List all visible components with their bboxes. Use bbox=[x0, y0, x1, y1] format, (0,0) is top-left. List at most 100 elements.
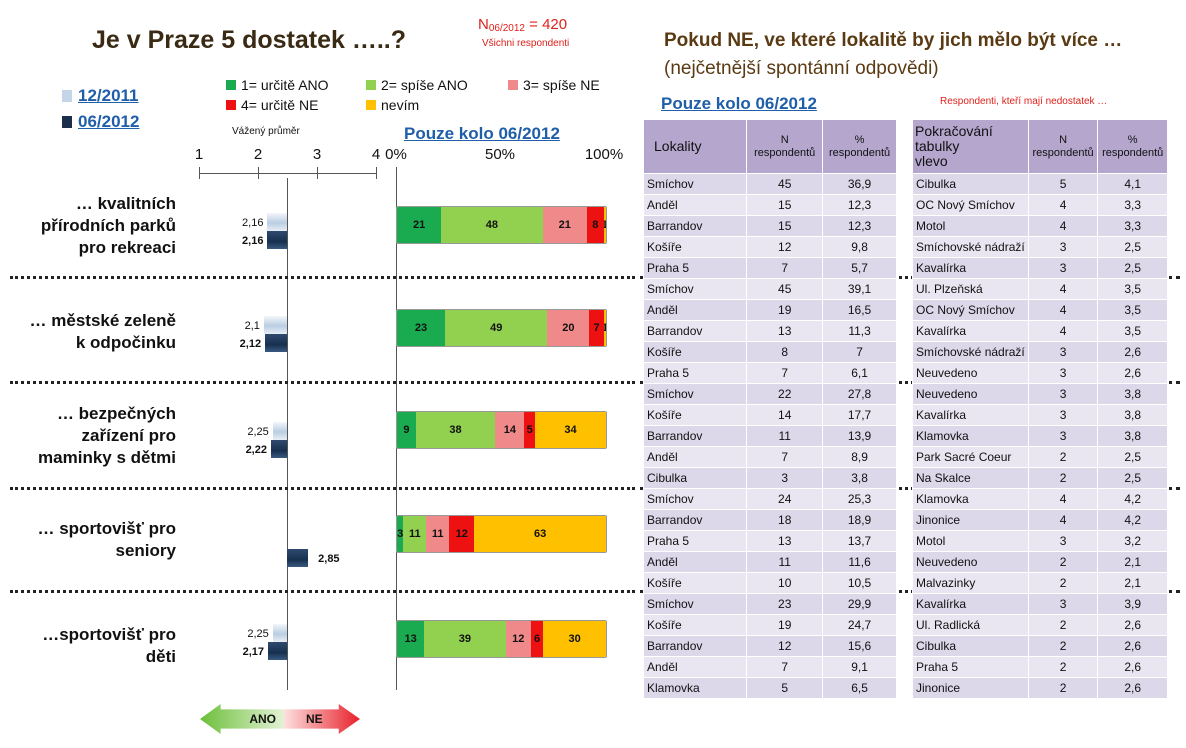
percent-cell: 3,5 bbox=[1097, 320, 1168, 342]
percent-cell: 25,3 bbox=[822, 488, 897, 510]
table-row: Cibulka 2 2,6 bbox=[912, 635, 1168, 657]
mean-axis-title: Vážený průměr bbox=[232, 126, 300, 137]
stacked-segment: 6 bbox=[530, 621, 544, 657]
chart-subset-title[interactable]: Pouze kolo 06/2012 bbox=[404, 124, 560, 143]
count-cell: 15 bbox=[746, 194, 824, 216]
count-cell: 2 bbox=[1027, 677, 1099, 699]
stacked-segment: 12 bbox=[505, 621, 531, 657]
mean-bar-2011 bbox=[263, 316, 287, 334]
location-cell: Ul. Radlická bbox=[912, 614, 1029, 636]
table-row: Smíchovské nádraží 3 2,6 bbox=[912, 341, 1168, 363]
count-cell: 11 bbox=[746, 425, 824, 447]
count-cell: 19 bbox=[746, 299, 824, 321]
stacked-segment: 3 bbox=[397, 516, 404, 552]
col-header-pct: % respondentů bbox=[1097, 119, 1168, 174]
table-row: Smíchovské nádraží 3 2,5 bbox=[912, 236, 1168, 258]
table-row: Motol 4 3,3 bbox=[912, 215, 1168, 237]
table-row: Klamovka 4 4,2 bbox=[912, 488, 1168, 510]
percent-cell: 3,2 bbox=[1097, 530, 1168, 552]
percent-cell: 29,9 bbox=[822, 593, 897, 615]
table-row: Klamovka 3 3,8 bbox=[912, 425, 1168, 447]
count-cell: 23 bbox=[746, 593, 824, 615]
table-row: Smíchov 45 39,1 bbox=[642, 278, 897, 300]
stacked-segment: 9 bbox=[397, 412, 416, 448]
stacked-segment: 14 bbox=[495, 412, 525, 448]
percent-cell: 24,7 bbox=[822, 614, 897, 636]
table-row: Anděl 19 16,5 bbox=[642, 299, 897, 321]
percent-cell: 2,6 bbox=[1097, 656, 1168, 678]
table-row: Smíchov 22 27,8 bbox=[642, 383, 897, 405]
ano-arrow-label: ANO bbox=[249, 712, 276, 726]
table-row: Ul. Plzeňská 4 3,5 bbox=[912, 278, 1168, 300]
location-cell: Klamovka bbox=[912, 488, 1029, 510]
count-cell: 45 bbox=[746, 278, 824, 300]
table-row: Košíře 19 24,7 bbox=[642, 614, 897, 636]
table-row: Motol 3 3,2 bbox=[912, 530, 1168, 552]
percent-cell: 3,3 bbox=[1097, 215, 1168, 237]
mean-value-label: 2,16 bbox=[242, 217, 264, 229]
location-cell: Košíře bbox=[642, 614, 748, 636]
location-cell: Kavalírka bbox=[912, 404, 1029, 426]
wave-key-2012[interactable]: 06/2012 bbox=[62, 112, 139, 132]
table-row: Malvazinky 2 2,1 bbox=[912, 572, 1168, 594]
table-row: OC Nový Smíchov 4 3,5 bbox=[912, 299, 1168, 321]
percent-cell: 2,6 bbox=[1097, 635, 1168, 657]
percent-cell: 2,6 bbox=[1097, 341, 1168, 363]
legend-swatch bbox=[226, 100, 236, 110]
location-cell: Motol bbox=[912, 215, 1029, 237]
percent-cell: 3,9 bbox=[1097, 593, 1168, 615]
col-header-n: N respondentů bbox=[746, 119, 824, 174]
stacked-segment: 38 bbox=[415, 412, 496, 448]
table-row: Park Sacré Coeur 2 2,5 bbox=[912, 446, 1168, 468]
count-cell: 3 bbox=[1027, 425, 1099, 447]
stacked-segment: 13 bbox=[397, 621, 425, 657]
item-label-seniori: … sportovišť pro seniory bbox=[37, 519, 177, 560]
item-label-zelen: … městské zeleně k odpočinku bbox=[29, 311, 176, 352]
group-separator bbox=[640, 590, 1180, 593]
mean-value-label: 2,16 bbox=[242, 235, 264, 247]
location-cell: Anděl bbox=[642, 446, 748, 468]
legend-item-urcite-ne: 4= určitě NE bbox=[226, 97, 318, 113]
mean-value-label: 2,25 bbox=[247, 426, 269, 438]
percent-cell: 27,8 bbox=[822, 383, 897, 405]
mean-bar-2012 bbox=[270, 440, 287, 458]
count-cell: 4 bbox=[1027, 509, 1099, 531]
table-row: Kavalírka 3 3,8 bbox=[912, 404, 1168, 426]
legend-label: nevím bbox=[381, 97, 420, 113]
table-row: Na Skalce 2 2,5 bbox=[912, 467, 1168, 489]
percent-cell: 13,9 bbox=[822, 425, 897, 447]
table-row: Neuvedeno 3 3,8 bbox=[912, 383, 1168, 405]
table-subset-title[interactable]: Pouze kolo 06/2012 bbox=[661, 94, 817, 113]
pct-tick-label: 50% bbox=[484, 146, 516, 163]
percent-cell: 12,3 bbox=[822, 215, 897, 237]
percent-cell: 17,7 bbox=[822, 404, 897, 426]
mean-value-label: 2,1 bbox=[244, 320, 260, 332]
count-cell: 4 bbox=[1027, 194, 1099, 216]
mean-tick-label: 3 bbox=[312, 146, 322, 163]
location-cell: Jinonice bbox=[912, 509, 1029, 531]
right-title: Pokud NE, ve které lokalitě by jich mělo… bbox=[664, 30, 1123, 51]
col-header-n: N respondentů bbox=[1027, 119, 1099, 174]
count-cell: 4 bbox=[1027, 278, 1099, 300]
count-cell: 13 bbox=[746, 320, 824, 342]
location-cell: Jinonice bbox=[912, 677, 1029, 699]
sample-size-caption: Všichni respondenti bbox=[482, 38, 570, 49]
count-cell: 2 bbox=[1027, 635, 1099, 657]
location-cell: Barrandov bbox=[642, 320, 748, 342]
mean-tick bbox=[317, 167, 318, 179]
ne-arrow-label: NE bbox=[306, 712, 323, 726]
legend-label: 3= spíše NE bbox=[523, 77, 600, 93]
percent-cell: 15,6 bbox=[822, 635, 897, 657]
location-cell: Anděl bbox=[642, 551, 748, 573]
table-row: Anděl 7 8,9 bbox=[642, 446, 897, 468]
page-title: Je v Praze 5 dostatek …..? bbox=[92, 26, 407, 54]
wave-label-2011: 12/2011 bbox=[78, 86, 139, 105]
table-row: Košíře 14 17,7 bbox=[642, 404, 897, 426]
location-cell: Cibulka bbox=[912, 173, 1029, 195]
sample-size-prefix: N bbox=[478, 16, 489, 33]
table-row: Klamovka 5 6,5 bbox=[642, 677, 897, 699]
location-cell: Smíchov bbox=[642, 383, 748, 405]
percent-cell: 3,8 bbox=[822, 467, 897, 489]
wave-key-2011[interactable]: 12/2011 bbox=[62, 86, 139, 106]
mean-bar-2011 bbox=[267, 213, 287, 231]
